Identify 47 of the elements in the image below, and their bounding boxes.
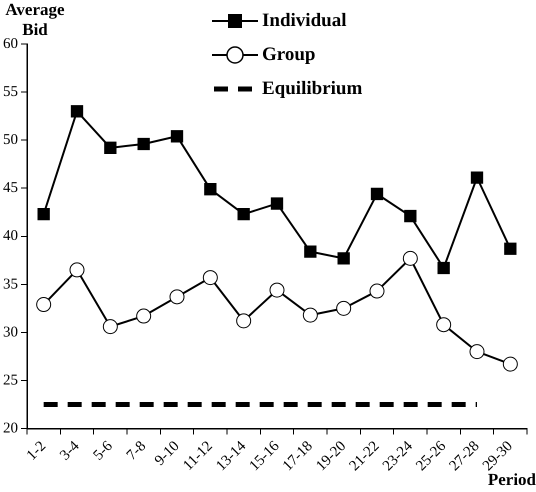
y-tick-label: 40 <box>3 228 18 244</box>
point <box>502 356 518 372</box>
y-tick-label: 35 <box>3 276 18 292</box>
point <box>336 300 352 316</box>
point <box>270 197 284 210</box>
point <box>470 344 484 360</box>
y-tick-label: 45 <box>3 180 18 196</box>
point <box>504 242 516 255</box>
point <box>470 171 484 184</box>
point <box>370 284 384 299</box>
y-tick-label: 30 <box>3 324 18 340</box>
legend-label: Group <box>262 44 316 66</box>
y-tick-label: 55 <box>3 84 18 100</box>
x-tick-label: 1-2 <box>24 438 50 464</box>
point <box>436 317 452 332</box>
x-tick-label: 5-6 <box>90 438 116 464</box>
x-tick-label: 9-10 <box>152 438 183 469</box>
point <box>104 142 116 154</box>
y-tick-label: 50 <box>3 132 18 148</box>
point <box>38 208 50 220</box>
legend-label: Individual <box>262 10 346 32</box>
point <box>304 245 316 258</box>
legend-label: Equilibrium <box>262 78 362 100</box>
point <box>102 319 118 334</box>
y-tick-label: 25 <box>3 372 18 388</box>
point <box>236 313 252 328</box>
point <box>138 138 150 150</box>
point <box>270 282 284 298</box>
point <box>70 105 84 118</box>
x-tick-label: 7-8 <box>124 438 150 464</box>
point <box>70 262 84 278</box>
point <box>404 210 416 222</box>
point <box>438 262 450 274</box>
point <box>170 130 184 142</box>
point <box>402 250 418 266</box>
point <box>36 297 52 312</box>
point <box>204 183 216 196</box>
x-axis-title: Period <box>488 470 536 490</box>
x-tick-label: 3-4 <box>57 438 83 464</box>
point <box>302 308 318 323</box>
point <box>370 188 384 200</box>
point <box>338 252 350 265</box>
point <box>238 208 250 220</box>
point <box>202 270 218 286</box>
point <box>170 289 184 304</box>
point <box>136 308 152 324</box>
y-tick-label: 20 <box>3 420 18 436</box>
